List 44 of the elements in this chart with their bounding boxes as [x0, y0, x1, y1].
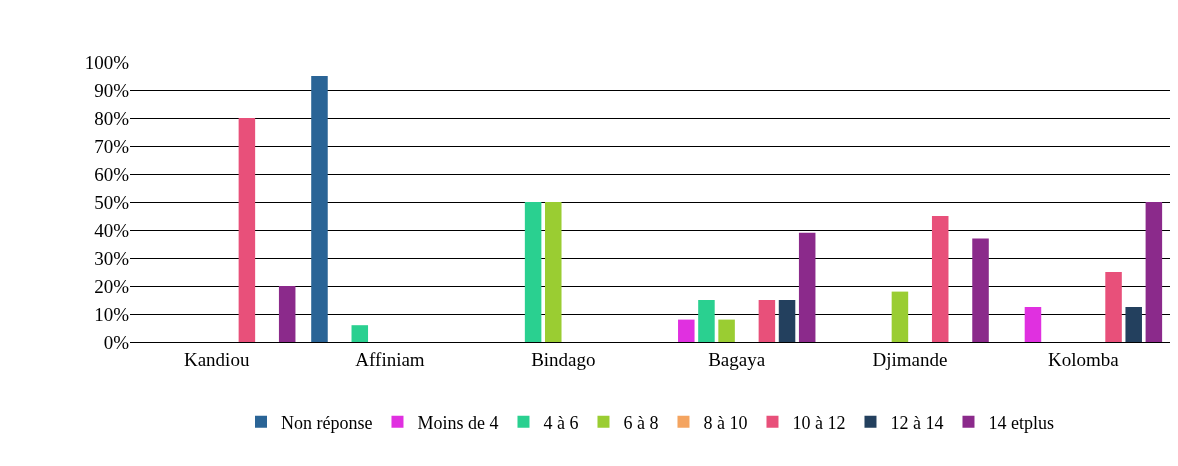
bar [545, 202, 562, 342]
y-tick-label: 60% [94, 163, 130, 185]
legend-label: 14 etplus [988, 412, 1054, 433]
x-tick-label: Bindago [531, 348, 596, 370]
bar [278, 286, 296, 342]
bar [1105, 272, 1122, 342]
bar [798, 232, 816, 342]
x-tick-label: Affiniam [355, 348, 425, 370]
legend-label: Non réponse [281, 412, 373, 433]
y-tick-label: 90% [94, 79, 130, 101]
y-tick-label: 10% [94, 303, 130, 325]
y-tick-label: 30% [94, 247, 130, 269]
legend-label: 12 à 14 [890, 412, 944, 433]
y-tick-label: 100% [84, 51, 130, 73]
legend-label: 4 à 6 [543, 412, 579, 433]
y-tick-label: 80% [94, 107, 130, 129]
bar [1145, 202, 1163, 342]
bar [678, 319, 695, 342]
x-tick-label: Djimande [872, 348, 948, 370]
legend-label: 10 à 12 [792, 412, 846, 433]
x-tick-label: Bagaya [708, 348, 766, 370]
y-tick-label: 70% [94, 135, 130, 157]
legend-label: 8 à 10 [703, 412, 748, 433]
x-tick-label: Kandiou [183, 348, 250, 370]
bar [931, 216, 949, 342]
bar [1024, 307, 1042, 342]
bar [524, 202, 542, 342]
bar [351, 325, 369, 342]
x-tick-label: Kolomba [1047, 348, 1120, 370]
y-tick-label: 0% [103, 331, 130, 353]
bar [972, 238, 989, 342]
y-tick-label: 50% [94, 191, 130, 213]
bar [311, 76, 328, 342]
y-tick-label: 20% [94, 275, 130, 297]
legend-label: Moins de 4 [417, 412, 499, 433]
bar [698, 300, 715, 342]
bar [778, 300, 796, 342]
bar [1125, 307, 1142, 342]
y-tick-label: 40% [94, 219, 130, 241]
bar [238, 118, 256, 342]
bar [718, 319, 735, 342]
legend-label: 6 à 8 [623, 412, 659, 433]
bar [891, 291, 909, 342]
bar [758, 300, 776, 342]
